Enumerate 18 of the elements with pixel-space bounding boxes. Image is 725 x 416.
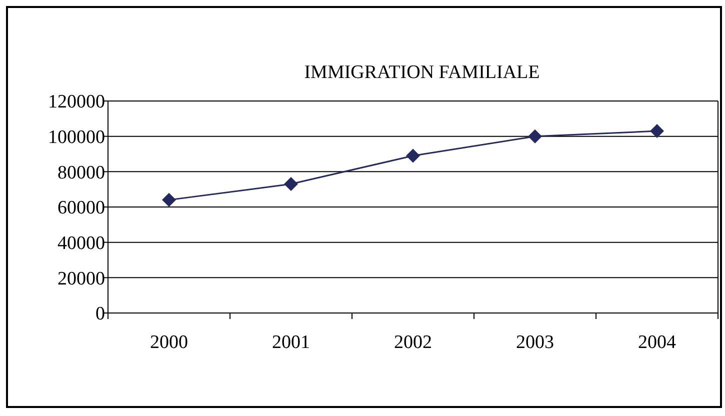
y-tick-label: 0 bbox=[96, 304, 105, 325]
x-tick-label: 2004 bbox=[638, 332, 676, 353]
point bbox=[406, 148, 420, 163]
point bbox=[284, 177, 298, 192]
point bbox=[162, 192, 176, 207]
chart-title: IMMIGRATION FAMILIALE bbox=[304, 62, 540, 83]
x-tick-label: 2003 bbox=[516, 332, 554, 353]
y-tick-label: 60000 bbox=[58, 198, 105, 219]
y-tick-label: 20000 bbox=[58, 268, 105, 290]
y-tick-label: 120000 bbox=[48, 92, 105, 113]
y-tick-label: 100000 bbox=[48, 126, 105, 148]
point bbox=[528, 129, 542, 144]
x-tick-label: 2001 bbox=[272, 332, 310, 353]
y-tick-label: 40000 bbox=[58, 232, 105, 254]
point bbox=[650, 124, 664, 138]
x-tick-label: 2002 bbox=[394, 332, 432, 353]
y-tick-label: 80000 bbox=[58, 162, 105, 184]
x-tick-label: 2000 bbox=[150, 332, 188, 353]
